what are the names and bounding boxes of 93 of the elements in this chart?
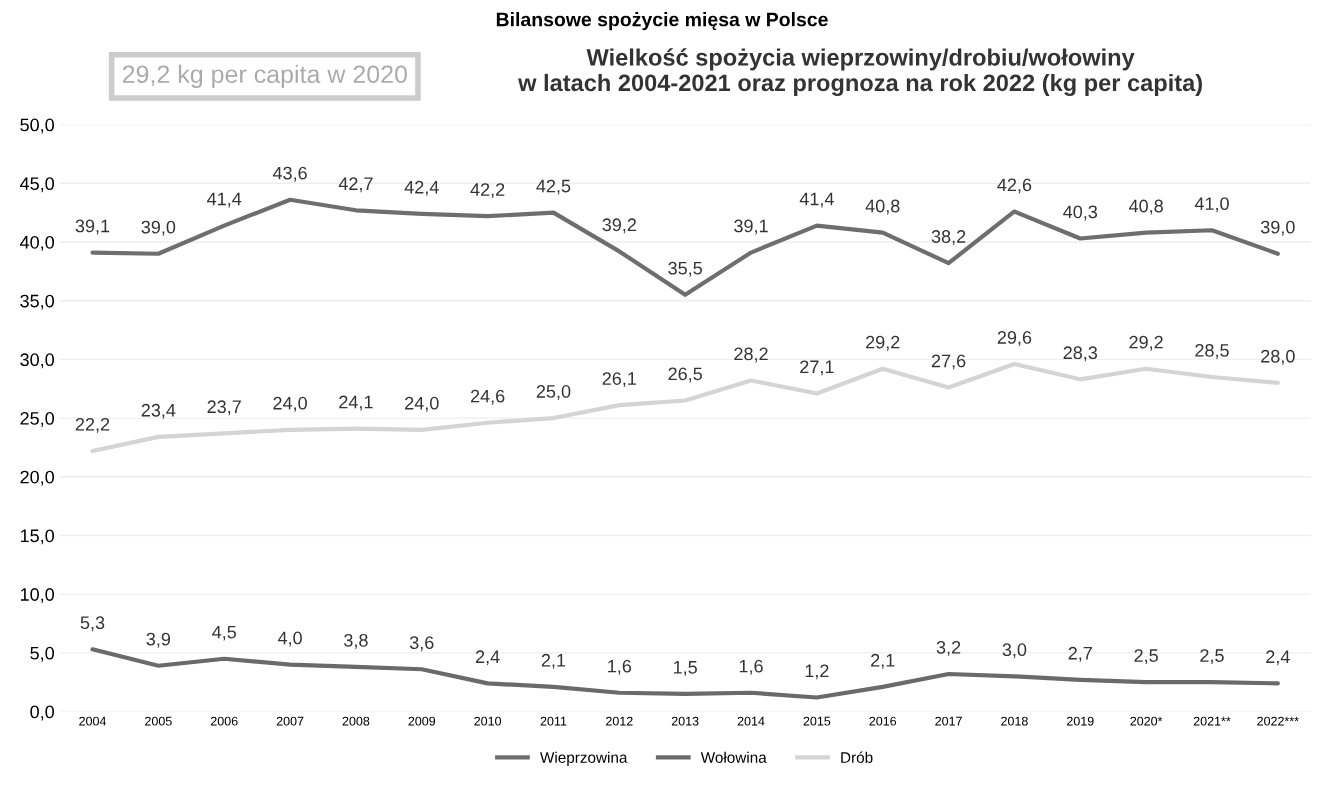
data-label: 40,3	[1063, 205, 1098, 221]
data-label: 1,5	[674, 661, 697, 676]
y-tick-label: 5,0	[30, 646, 55, 662]
data-label: 28,3	[1063, 346, 1098, 362]
data-label: 24,6	[470, 389, 505, 405]
data-label: 39,0	[141, 220, 176, 236]
data-label: 41,4	[799, 192, 834, 208]
data-label: 1,6	[739, 659, 763, 675]
x-tick-label: 2009	[408, 716, 436, 726]
data-label: 39,0	[1260, 220, 1295, 236]
data-label: 27,1	[800, 360, 834, 376]
data-label: 2,1	[871, 653, 895, 669]
data-label: 40,8	[865, 199, 900, 215]
data-label: 23,7	[207, 400, 241, 416]
x-tick-label: 2008	[342, 716, 370, 726]
data-label: 3,2	[936, 640, 961, 656]
y-tick-label: 25,0	[20, 412, 55, 427]
data-label: 29,6	[997, 331, 1032, 346]
data-label: 25,0	[536, 385, 571, 400]
x-tick-label: 2018	[1001, 716, 1028, 726]
x-tick-label: 2017	[935, 716, 962, 726]
x-tick-label: 2022***	[1257, 716, 1299, 726]
x-tick-label: 2006	[210, 716, 238, 726]
data-label: 43,6	[272, 166, 307, 182]
x-tick-label: 2010	[474, 716, 502, 726]
data-label: 3,6	[409, 636, 434, 652]
data-label: 3,9	[146, 632, 171, 648]
y-tick-label: 20,0	[20, 470, 55, 486]
legend-label: Wieprzowina	[540, 751, 628, 766]
data-label: 42,4	[404, 180, 439, 196]
y-tick-label: 45,0	[20, 177, 55, 193]
x-tick-label: 2015	[803, 716, 831, 726]
data-label: 3,0	[1002, 643, 1027, 659]
data-label: 28,5	[1195, 343, 1229, 359]
data-label: 28,2	[734, 347, 768, 363]
legend-label: Wołowina	[700, 751, 767, 763]
data-label: 40,8	[1128, 199, 1163, 215]
data-label: 24,1	[339, 395, 373, 411]
data-label: 42,5	[536, 179, 571, 195]
data-label: 4,5	[212, 625, 236, 641]
y-tick-label: 0,0	[30, 705, 55, 721]
x-tick-label: 2014	[737, 716, 765, 726]
data-label: 4,0	[277, 631, 302, 647]
data-label: 24,0	[273, 396, 307, 412]
chart-subtitle: Wielkość spożycia wieprzowiny/drobiu/wołowiny w latach 2004-2021 oraz prognoza na rok 2022 (kg per capita)	[518, 48, 1202, 96]
data-label: 28,0	[1261, 349, 1295, 365]
y-tick-label: 50,0	[20, 118, 55, 134]
x-tick-label: 2007	[276, 716, 304, 726]
data-label: 24,0	[405, 396, 439, 412]
data-label: 29,2	[1129, 335, 1163, 351]
data-label: 42,2	[470, 183, 505, 199]
y-tick-label: 15,0	[20, 529, 55, 545]
data-label: 2,4	[475, 650, 500, 666]
data-label: 29,2	[866, 335, 900, 351]
y-tick-label: 10,0	[20, 588, 55, 604]
legend-label: Drób	[841, 751, 873, 763]
data-label: 2,4	[1266, 650, 1290, 666]
x-tick-label: 2020*	[1130, 716, 1163, 726]
data-label: 35,5	[668, 261, 702, 277]
data-label: 39,2	[602, 218, 636, 234]
x-tick-label: 2012	[606, 716, 633, 726]
data-label: 3,8	[344, 633, 368, 649]
data-label: 41,4	[207, 192, 242, 208]
data-label: 42,6	[997, 178, 1032, 194]
data-label: 42,7	[338, 177, 373, 193]
y-tick-label: 35,0	[20, 294, 55, 310]
y-tick-label: 40,0	[20, 235, 55, 251]
x-tick-label: 2021**	[1193, 716, 1231, 726]
x-tick-label: 2011	[540, 716, 567, 726]
x-tick-label: 2019	[1067, 716, 1094, 726]
data-label: 2,1	[541, 653, 566, 669]
data-label: 39,1	[75, 219, 110, 235]
data-label: 1,2	[805, 664, 829, 680]
y-tick-label: 30,0	[20, 353, 55, 369]
x-tick-label: 2004	[79, 716, 107, 726]
data-label: 2,5	[1134, 649, 1158, 665]
data-label: 5,3	[80, 616, 105, 632]
data-label: 41,0	[1194, 197, 1229, 213]
data-label: 1,6	[608, 659, 632, 675]
data-label: 2,5	[1200, 649, 1224, 665]
data-label: 38,2	[931, 230, 966, 246]
chart-title: Bilansowe spożycie mięsa w Polsce	[496, 12, 828, 31]
data-label: 22,2	[75, 417, 110, 433]
data-label: 39,1	[734, 219, 768, 235]
data-label: 26,5	[668, 367, 702, 383]
x-tick-label: 2016	[869, 716, 897, 726]
data-label: 26,1	[602, 372, 637, 388]
text: 29,2 kg per capita w 2020	[122, 64, 407, 89]
data-label: 27,6	[931, 354, 966, 370]
data-label: 2,7	[1068, 646, 1092, 662]
x-tick-label: 2005	[145, 716, 172, 726]
x-tick-label: 2013	[671, 716, 699, 726]
data-label: 23,4	[141, 403, 176, 419]
